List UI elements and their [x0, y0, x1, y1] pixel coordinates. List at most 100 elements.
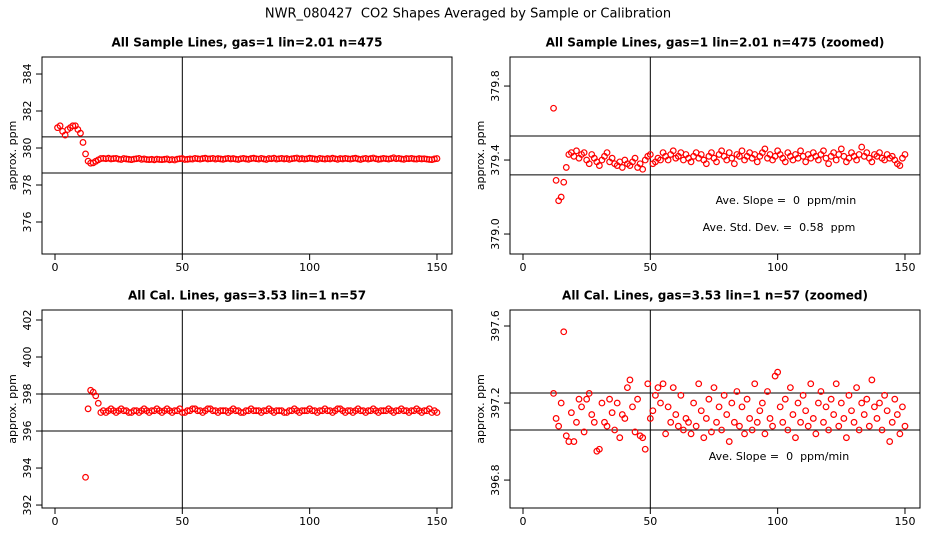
- point: [669, 384, 677, 392]
- point: [774, 368, 782, 376]
- x-tick-label: 150: [894, 515, 915, 528]
- point: [557, 193, 565, 201]
- point: [652, 391, 659, 399]
- point: [623, 384, 631, 392]
- point: [573, 147, 580, 155]
- point: [802, 158, 810, 166]
- panel-title: All Sample Lines, gas=1 lin=2.01 n=475: [112, 36, 383, 50]
- point: [611, 426, 619, 434]
- annotation: Ave. Slope = 0 ppm/min: [709, 450, 850, 463]
- point: [835, 422, 843, 430]
- point: [853, 384, 860, 392]
- point: [687, 430, 695, 438]
- point: [809, 415, 817, 422]
- point: [741, 430, 748, 438]
- point: [807, 380, 815, 388]
- plot-frame: [509, 56, 921, 255]
- point: [832, 380, 840, 388]
- point: [820, 147, 827, 155]
- y-tick-label: 392: [21, 495, 34, 516]
- point: [873, 415, 881, 422]
- point: [738, 403, 746, 411]
- point: [649, 407, 657, 415]
- point: [860, 411, 868, 418]
- point: [618, 164, 626, 171]
- point: [550, 389, 557, 397]
- point: [896, 162, 904, 169]
- x-tick-label: 0: [519, 261, 526, 274]
- point: [710, 384, 718, 392]
- point: [899, 403, 906, 411]
- point: [557, 399, 565, 407]
- x-tick-label: 50: [175, 261, 189, 274]
- point: [753, 158, 761, 166]
- point: [758, 399, 766, 407]
- point: [865, 422, 873, 430]
- point: [82, 473, 89, 481]
- point: [608, 409, 616, 417]
- point: [697, 407, 705, 415]
- point: [784, 426, 792, 434]
- point: [603, 422, 611, 430]
- point: [797, 147, 804, 155]
- x-tick-label: 150: [426, 515, 447, 528]
- point: [893, 411, 901, 418]
- point: [751, 380, 759, 388]
- y-tick-label: 396.8: [489, 464, 502, 496]
- x-tick-label: 0: [51, 261, 58, 274]
- x-tick-label: 50: [643, 261, 657, 274]
- x-tick-label: 150: [894, 261, 915, 274]
- point: [680, 426, 687, 434]
- point: [555, 422, 563, 430]
- y-axis-label: approx. ppm: [6, 374, 19, 444]
- point: [567, 409, 575, 417]
- y-axis-label: approx. ppm: [6, 121, 19, 191]
- annotation: Ave. Slope = 0 ppm/min: [716, 194, 857, 207]
- x-tick-label: 100: [767, 515, 788, 528]
- point: [677, 391, 685, 399]
- point: [578, 403, 585, 411]
- point: [69, 122, 77, 130]
- point: [822, 403, 830, 411]
- point: [697, 151, 705, 158]
- point: [723, 411, 731, 418]
- point: [853, 156, 860, 164]
- point: [433, 409, 441, 416]
- point: [858, 143, 866, 151]
- y-tick-label: 379.8: [489, 70, 502, 102]
- point: [705, 395, 713, 403]
- annotation: Ave. Std. Dev. = 0.58 ppm: [703, 221, 856, 234]
- point: [580, 428, 588, 436]
- point: [845, 391, 853, 399]
- point: [664, 403, 672, 411]
- point: [685, 418, 692, 426]
- point: [794, 399, 802, 407]
- point: [802, 407, 810, 415]
- point: [433, 155, 441, 162]
- point: [626, 376, 634, 384]
- point: [725, 149, 733, 157]
- point: [812, 430, 820, 438]
- point: [664, 156, 672, 164]
- point: [616, 434, 624, 442]
- point: [738, 147, 746, 155]
- point: [560, 178, 568, 186]
- point: [646, 415, 654, 422]
- panel-title: All Cal. Lines, gas=3.53 lin=1 n=57 (zoo…: [562, 289, 868, 303]
- point: [695, 380, 703, 388]
- point: [659, 380, 667, 388]
- point: [657, 399, 664, 407]
- point: [690, 399, 698, 407]
- point: [718, 147, 726, 155]
- point: [92, 392, 100, 400]
- point: [779, 418, 787, 426]
- point: [748, 426, 756, 434]
- point: [820, 418, 827, 426]
- point: [850, 418, 858, 426]
- plot-frame: [41, 309, 453, 509]
- point: [746, 415, 754, 422]
- point: [94, 399, 102, 407]
- point: [825, 426, 832, 434]
- y-tick-label: 396: [21, 421, 34, 442]
